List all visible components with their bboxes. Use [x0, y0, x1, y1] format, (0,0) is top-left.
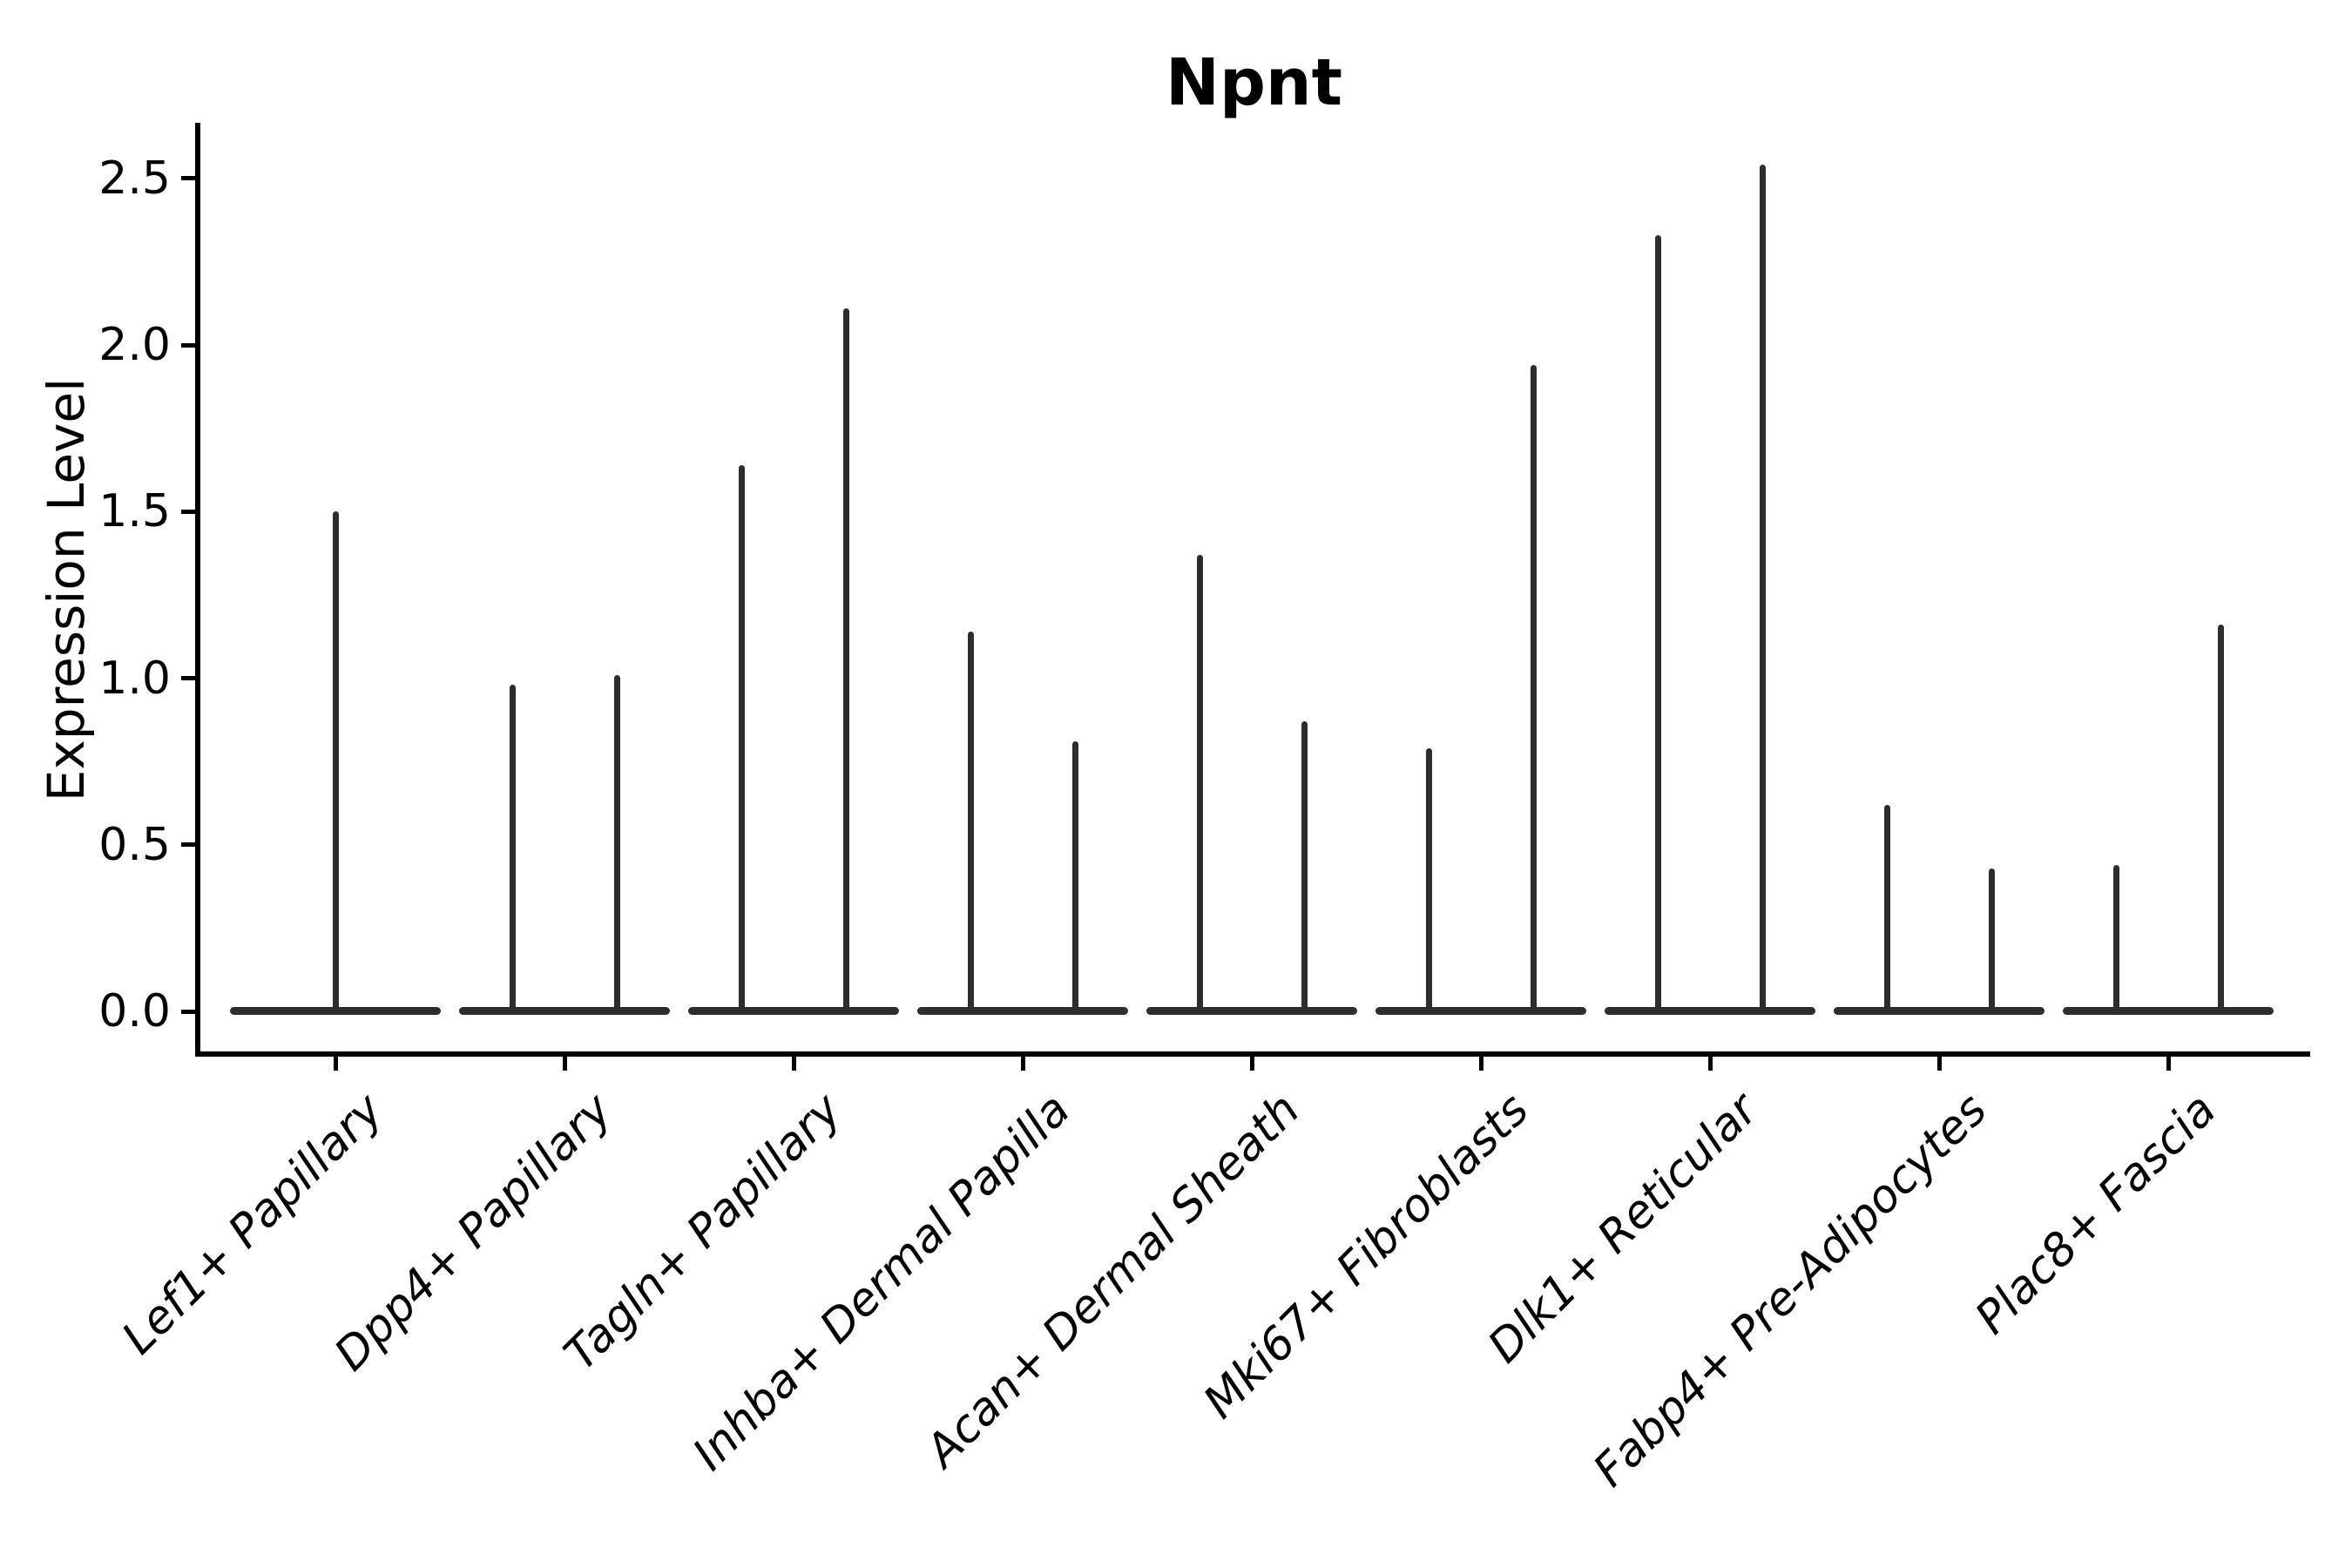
violin-spike [1425, 747, 1432, 1015]
violin-spike [509, 685, 516, 1015]
y-tick-label: 1.0 [98, 652, 171, 705]
y-tick-label: 2.0 [98, 319, 171, 371]
violin-baseline [1834, 1007, 2044, 1015]
violin-spike [1988, 868, 1995, 1015]
violin-baseline [688, 1007, 899, 1015]
violin-spike [332, 511, 339, 1015]
y-tick-mark [181, 676, 195, 680]
y-tick-label: 2.5 [98, 152, 171, 205]
x-tick-mark [562, 1057, 567, 1071]
violin-spike [2112, 864, 2119, 1015]
x-tick-mark [333, 1057, 338, 1071]
y-tick-label: 1.5 [98, 485, 171, 538]
violin-spike [1883, 804, 1890, 1015]
y-tick-mark [181, 842, 195, 848]
violin-baseline [1605, 1007, 1815, 1015]
y-tick-mark [181, 509, 195, 514]
x-tick-mark [791, 1057, 796, 1071]
violin-baseline [1375, 1007, 1586, 1015]
violin-spike [738, 464, 745, 1015]
x-tick-label: Inhba+ Dermal Papilla [683, 1084, 1081, 1481]
x-tick-label: Acan+ Dermal Sheath [916, 1084, 1310, 1477]
y-tick-mark [181, 1009, 195, 1014]
x-tick-mark [1936, 1057, 1942, 1071]
violin-spike [1196, 554, 1203, 1015]
x-tick-mark [1707, 1057, 1713, 1071]
x-axis-spine [195, 1051, 2310, 1057]
violin-spike [613, 674, 620, 1015]
violin-baseline [459, 1007, 670, 1015]
violin-spike [1071, 741, 1078, 1015]
violin-spike [1301, 721, 1308, 1015]
violin-spike [1654, 234, 1661, 1015]
x-tick-mark [1478, 1057, 1484, 1071]
y-tick-mark [181, 176, 195, 181]
violin-spike [1530, 364, 1537, 1015]
violin-baseline [1146, 1007, 1357, 1015]
y-axis-spine [195, 123, 200, 1057]
y-tick-mark [181, 342, 195, 348]
violin-spike [2217, 625, 2224, 1015]
violin-baseline [917, 1007, 1128, 1015]
x-tick-label: Plac8+ Fascia [1965, 1084, 2227, 1345]
violin-spike [842, 308, 849, 1015]
chart-title: Npnt [1166, 45, 1342, 120]
violin-spike [967, 631, 974, 1015]
y-tick-label: 0.0 [98, 985, 171, 1037]
x-tick-mark [1020, 1057, 1025, 1071]
x-tick-mark [1249, 1057, 1254, 1071]
y-axis-label: Expression Level [37, 377, 96, 802]
y-tick-label: 0.5 [98, 818, 171, 871]
x-tick-mark [2166, 1057, 2171, 1071]
violin-baseline [2063, 1007, 2274, 1015]
x-tick-label: Fabp4+ Pre-Adipocytes [1583, 1084, 1997, 1497]
violin-spike [1759, 165, 1766, 1015]
